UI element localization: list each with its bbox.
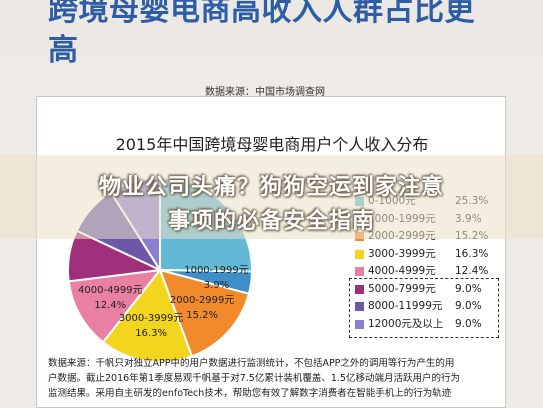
- legend-label: 4000-4999元: [368, 265, 436, 277]
- pie-slice-3: [158, 268, 251, 358]
- slice-label-category: 4000-4999元: [78, 285, 143, 296]
- slice-label-value: 12.4%: [94, 300, 127, 311]
- slice-label: 3000-3999元 16.3%: [111, 311, 191, 341]
- pie-slice-4: [101, 267, 194, 363]
- legend-value: 9.0%: [455, 300, 482, 312]
- headline-band: [0, 0, 543, 58]
- legend-swatch: [355, 302, 364, 311]
- legend-label: 5000-7999元: [368, 282, 436, 295]
- legend-label: 12000元及以上: [368, 317, 444, 330]
- footnote-line-3: 监测结果。采用自主研发的enfoTech技术，帮助您有效了解数字消费者在智能手机…: [48, 388, 452, 399]
- legend-swatch: [355, 267, 364, 276]
- legend-value: 9.0%: [455, 317, 482, 330]
- legend-value: 12.4%: [455, 265, 489, 277]
- legend-swatch: [355, 249, 364, 259]
- footnote-line-1: 数据来源：千帆只对独立APP中的用户数据进行监测统计，不包括APP之外的调用等行…: [48, 358, 455, 369]
- legend-item: 8000-11999元 9.0%: [355, 299, 505, 314]
- legend-item: 5000-7999元 9.0%: [355, 282, 505, 297]
- legend-item: 12000元及以上 9.0%: [355, 317, 505, 332]
- slice-label-category: 2000-2999元: [169, 295, 235, 307]
- legend-highlight-box: [349, 278, 499, 338]
- slice-label: 4000-4999元 12.4%: [70, 283, 150, 313]
- pie-slice-5: [67, 268, 163, 344]
- overlay-banner: 物业公司头痛？狗狗空运到家注意 事项的必备安全指南: [0, 155, 543, 239]
- footnote-line-2: 户数据。截止2016年第1季度易观千帆基于对7.5亿累计装机覆盖、1.5亿移动端…: [48, 373, 460, 384]
- legend-value: 9.0%: [455, 282, 482, 295]
- chart-title: 2015年中国跨境母婴电商用户个人收入分布: [115, 135, 429, 154]
- legend-swatch: [355, 319, 364, 329]
- slice-label-value: 15.2%: [186, 310, 219, 322]
- slice-label-category: 3000-3999元: [118, 313, 184, 325]
- banner-line-1: 物业公司头痛？狗狗空运到家注意: [98, 175, 444, 200]
- legend-label: 8000-11999元: [368, 300, 443, 312]
- legend-item: 4000-4999元 12.4%: [355, 264, 505, 279]
- legend-value: 16.3%: [455, 247, 489, 260]
- slice-label-value: 3.9%: [203, 279, 230, 291]
- banner-line-2: 事项的必备安全指南: [167, 209, 375, 234]
- slice-label-category: 1000-1999元: [184, 264, 249, 276]
- slice-label-value: 16.3%: [135, 328, 167, 340]
- legend-item: 3000-3999元 16.3%: [355, 247, 505, 262]
- headline-line-2: 高: [48, 34, 79, 68]
- slice-label: 2000-2999元 15.2%: [162, 293, 242, 323]
- source-note: 数据来源：中国市场调查网: [205, 87, 325, 98]
- legend-swatch: [355, 284, 364, 294]
- slice-label: 1000-1999元 3.9%: [176, 263, 256, 293]
- legend-label: 3000-3999元: [368, 247, 436, 260]
- headline-line-1: 跨境母婴电商高收入人群占比更: [48, 0, 475, 28]
